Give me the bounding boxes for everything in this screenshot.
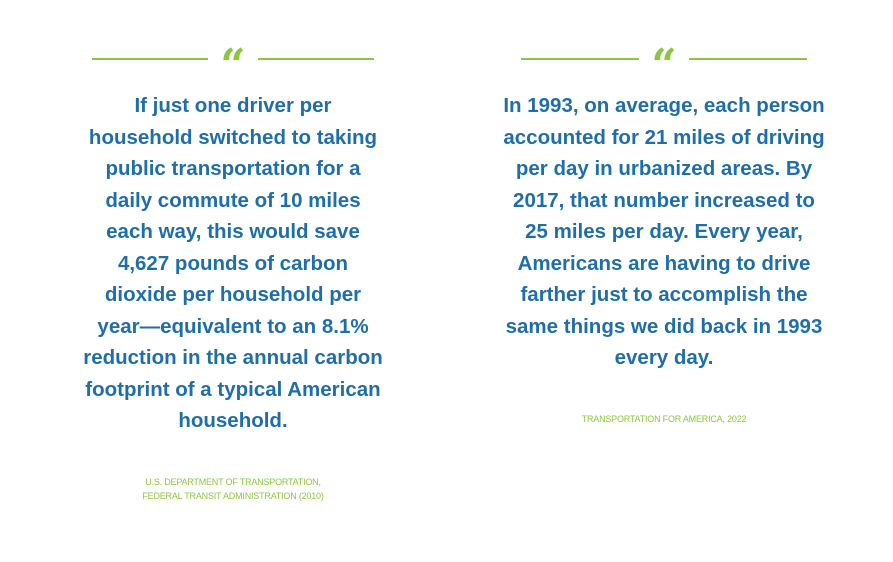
quote-mark-icon: “ bbox=[651, 40, 677, 91]
divider-line-left bbox=[521, 58, 640, 60]
quote-divider: “ bbox=[83, 40, 383, 91]
divider-line-left bbox=[92, 58, 209, 60]
source-line: U.S. DEPARTMENT OF TRANSPORTATION, bbox=[145, 476, 321, 487]
quote-divider: “ bbox=[499, 40, 829, 91]
quote-card-fta: “ If just one driver per household switc… bbox=[83, 40, 383, 503]
divider-line-right bbox=[257, 58, 374, 60]
divider-line-right bbox=[688, 58, 807, 60]
source-line: TRANSPORTATION FOR AMERICA, 2022 bbox=[581, 413, 747, 424]
quote-text: If just one driver per household switche… bbox=[83, 94, 383, 432]
quote-card-t4america: “ In 1993, on average, each person accou… bbox=[499, 40, 829, 426]
source-line: FEDERAL TRANSIT ADMINISTRATION (2010) bbox=[142, 490, 324, 501]
quote-text: In 1993, on average, each person account… bbox=[503, 94, 825, 369]
quote-source: U.S. DEPARTMENT OF TRANSPORTATION, FEDER… bbox=[142, 475, 324, 503]
quote-source: TRANSPORTATION FOR AMERICA, 2022 bbox=[582, 412, 747, 426]
quote-mark-icon: “ bbox=[220, 40, 246, 91]
